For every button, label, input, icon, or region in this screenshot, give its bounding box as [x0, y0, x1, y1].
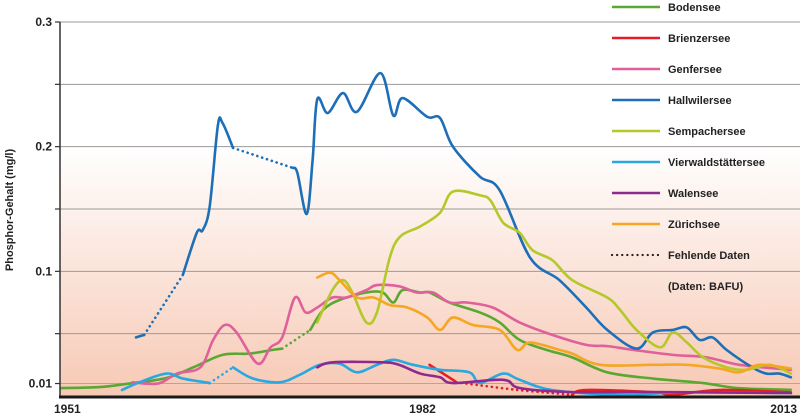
- series-line: [181, 116, 235, 277]
- legend-item: Sempachersee: [612, 126, 746, 138]
- legend-label: Walensee: [668, 188, 718, 200]
- x-tick-label: 1951: [54, 402, 81, 416]
- series-zürichsee: [315, 271, 793, 374]
- series-line: [120, 372, 211, 392]
- legend-label: Zürichsee: [668, 219, 720, 231]
- missing-data-segment: [455, 380, 574, 397]
- series-walensee: [315, 360, 793, 395]
- legend-label: Sempachersee: [668, 126, 746, 138]
- legend-item: Genfersee: [612, 64, 722, 76]
- series-line: [315, 360, 793, 395]
- legend-label: Genfersee: [668, 64, 722, 76]
- y-tick-label: 0.1: [35, 264, 52, 278]
- y-tick-label: 0.2: [35, 140, 52, 154]
- y-tick-label: 0.01: [29, 377, 53, 391]
- missing-data-segment: [142, 273, 185, 337]
- legend-item: Brienzersee: [612, 33, 730, 45]
- x-tick-label: 1982: [409, 402, 436, 416]
- x-tick-label: 2013: [770, 402, 797, 416]
- legend-label: Vierwaldstättersee: [668, 157, 765, 169]
- legend-label: Brienzersee: [668, 33, 730, 45]
- legend-item: Hallwilersee: [612, 95, 732, 107]
- legend-item: Walensee: [612, 188, 718, 200]
- series-sempachersee: [315, 189, 793, 375]
- legend: Bodensee Brienzersee Genfersee Hallwilersee…: [610, 2, 765, 293]
- series-line: [291, 71, 793, 379]
- legend-label: Hallwilersee: [668, 95, 732, 107]
- y-axis-label: Phosphor-Gehalt (mg/l): [4, 149, 16, 272]
- series-genfersee: [131, 283, 793, 386]
- series-line: [308, 288, 793, 392]
- legend-item: Vierwaldstättersee: [612, 157, 765, 169]
- y-tick-label: 0.3: [35, 15, 52, 29]
- legend-label: Fehlende Daten: [668, 250, 750, 262]
- source-note: (Daten: BAFU): [668, 281, 743, 293]
- legend-item: (Daten: BAFU): [668, 281, 743, 293]
- legend-item: Fehlende Daten: [610, 250, 750, 262]
- series-line: [131, 283, 793, 386]
- legend-item: Zürichsee: [612, 219, 720, 231]
- legend-item: Bodensee: [612, 2, 721, 14]
- series-hallwilersee: [134, 71, 793, 379]
- series-line: [134, 333, 146, 339]
- series-line: [315, 189, 793, 375]
- legend-label: Bodensee: [668, 2, 721, 14]
- missing-data-segment: [231, 146, 295, 170]
- series-line: [315, 271, 793, 374]
- missing-data-segment: [280, 328, 312, 350]
- missing-data-segment: [208, 366, 235, 385]
